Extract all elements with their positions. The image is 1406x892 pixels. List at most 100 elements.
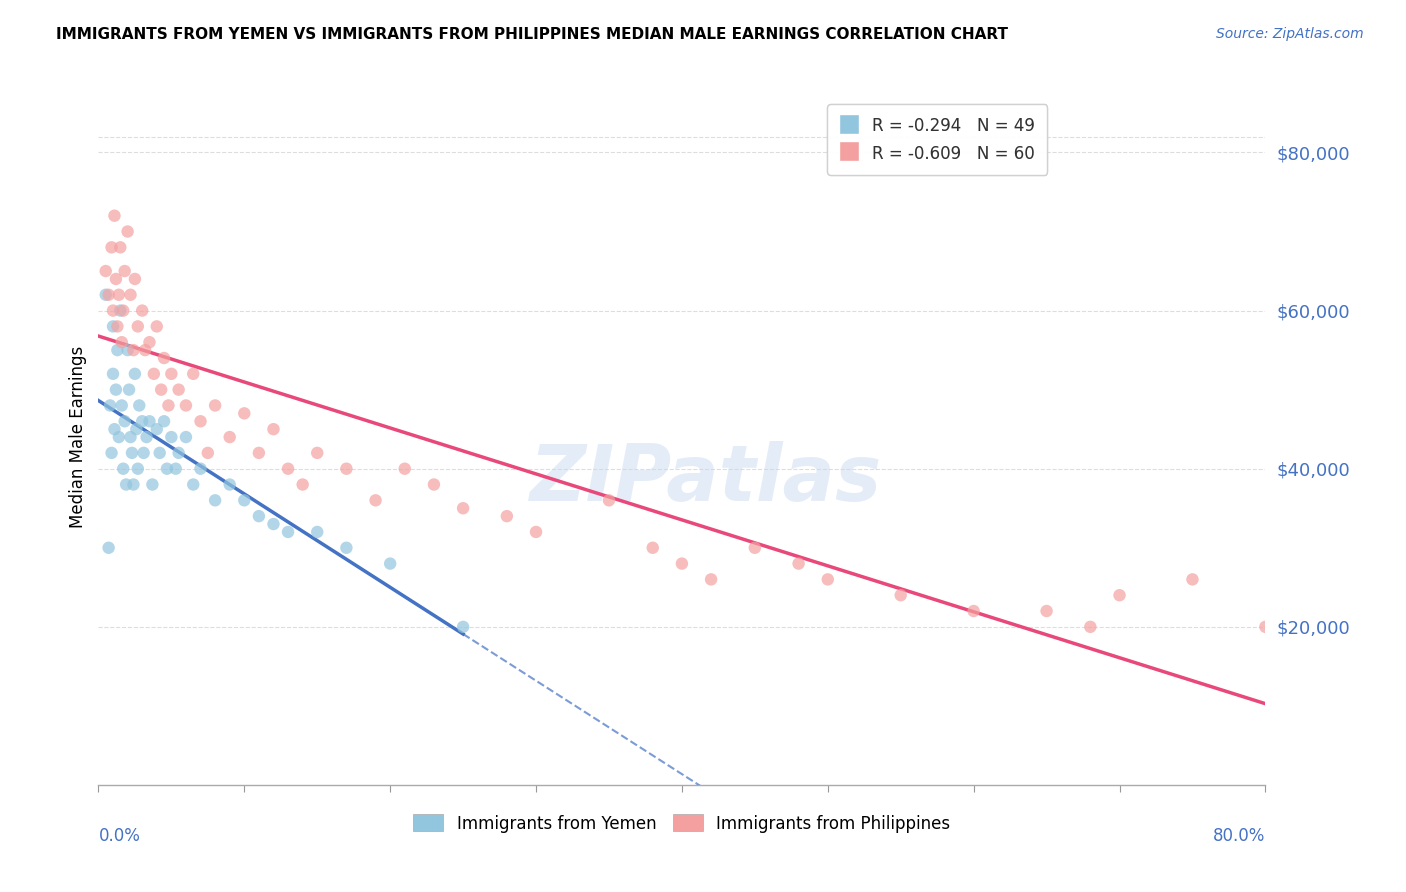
Point	[135, 430, 157, 444]
Point	[451, 620, 474, 634]
Point	[141, 477, 163, 491]
Point	[291, 477, 314, 491]
Point	[174, 399, 197, 413]
Point	[190, 461, 212, 475]
Point	[496, 509, 519, 524]
Point	[153, 351, 176, 365]
Point	[101, 319, 124, 334]
Point	[124, 367, 146, 381]
Point	[97, 287, 120, 301]
Point	[160, 430, 183, 444]
Point	[247, 509, 270, 524]
Point	[277, 461, 299, 475]
Text: 0.0%: 0.0%	[98, 827, 141, 845]
Point	[104, 272, 127, 286]
Point	[153, 414, 176, 428]
Point	[962, 604, 984, 618]
Point	[128, 399, 150, 413]
Point	[204, 399, 226, 413]
Point	[115, 477, 138, 491]
Point	[307, 524, 329, 539]
Point	[149, 446, 172, 460]
Point	[181, 367, 204, 381]
Point	[262, 422, 284, 436]
Point	[157, 399, 180, 413]
Text: IMMIGRANTS FROM YEMEN VS IMMIGRANTS FROM PHILIPPINES MEDIAN MALE EARNINGS CORREL: IMMIGRANTS FROM YEMEN VS IMMIGRANTS FROM…	[56, 27, 1008, 42]
Point	[131, 303, 153, 318]
Point	[114, 264, 136, 278]
Point	[105, 343, 128, 358]
Point	[364, 493, 387, 508]
Point	[125, 422, 148, 436]
Point	[103, 422, 125, 436]
Point	[181, 477, 204, 491]
Point	[165, 461, 187, 475]
Point	[105, 319, 128, 334]
Point	[111, 335, 134, 350]
Point	[890, 588, 912, 602]
Point	[132, 446, 155, 460]
Point	[598, 493, 620, 508]
Point	[174, 430, 197, 444]
Point	[108, 430, 131, 444]
Point	[117, 343, 139, 358]
Point	[111, 399, 134, 413]
Point	[127, 319, 149, 334]
Point	[101, 367, 124, 381]
Point	[110, 240, 132, 254]
Point	[218, 430, 240, 444]
Point	[380, 557, 402, 571]
Point	[167, 446, 190, 460]
Y-axis label: Median Male Earnings: Median Male Earnings	[69, 346, 87, 528]
Point	[138, 414, 160, 428]
Point	[122, 477, 145, 491]
Point	[247, 446, 270, 460]
Point	[101, 303, 124, 318]
Point	[744, 541, 766, 555]
Point	[120, 430, 142, 444]
Point	[100, 446, 122, 460]
Point	[98, 399, 121, 413]
Point	[700, 573, 723, 587]
Point	[671, 557, 693, 571]
Point	[197, 446, 219, 460]
Point	[150, 383, 173, 397]
Text: 80.0%: 80.0%	[1213, 827, 1265, 845]
Point	[124, 272, 146, 286]
Text: ZIPatlas: ZIPatlas	[529, 441, 882, 516]
Point	[451, 501, 474, 516]
Point	[104, 383, 127, 397]
Point	[394, 461, 416, 475]
Point	[138, 335, 160, 350]
Point	[335, 461, 357, 475]
Point	[277, 524, 299, 539]
Point	[787, 557, 810, 571]
Point	[112, 461, 135, 475]
Point	[94, 264, 117, 278]
Point	[1035, 604, 1057, 618]
Point	[94, 287, 117, 301]
Point	[122, 343, 145, 358]
Point	[218, 477, 240, 491]
Point	[134, 343, 156, 358]
Point	[204, 493, 226, 508]
Point	[641, 541, 664, 555]
Point	[117, 225, 139, 239]
Point	[131, 414, 153, 428]
Point	[146, 319, 169, 334]
Point	[121, 446, 143, 460]
Point	[114, 414, 136, 428]
Point	[335, 541, 357, 555]
Legend: R = -0.294   N = 49, R = -0.609   N = 60: R = -0.294 N = 49, R = -0.609 N = 60	[828, 104, 1047, 175]
Point	[156, 461, 179, 475]
Text: Source: ZipAtlas.com: Source: ZipAtlas.com	[1216, 27, 1364, 41]
Point	[100, 240, 122, 254]
Point	[1254, 620, 1277, 634]
Point	[118, 383, 141, 397]
Point	[142, 367, 165, 381]
Point	[190, 414, 212, 428]
Point	[146, 422, 169, 436]
Point	[110, 303, 132, 318]
Point	[233, 493, 256, 508]
Point	[160, 367, 183, 381]
